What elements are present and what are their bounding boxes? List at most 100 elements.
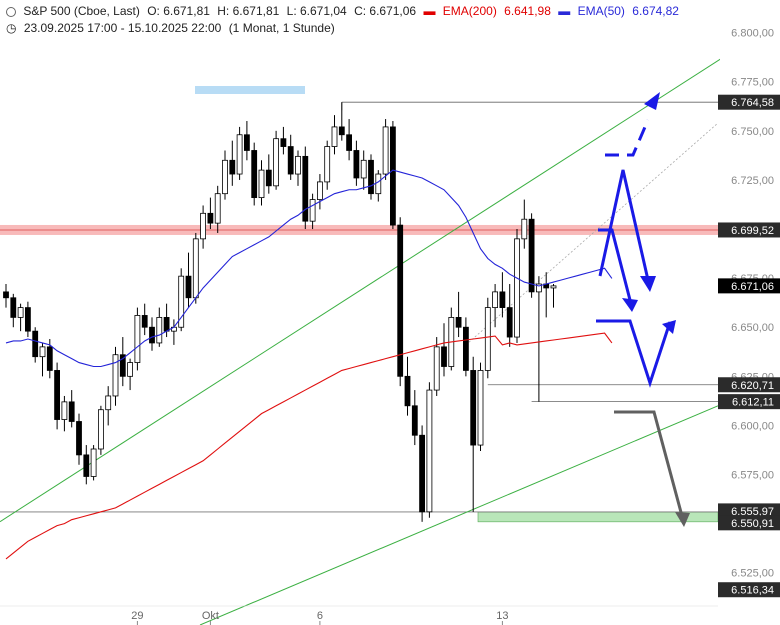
candle-body <box>470 370 477 446</box>
x-tick-label: 6 <box>317 610 323 622</box>
candle-body <box>98 409 104 450</box>
chart-header: S&P 500 (Cboe, Last) O: 6.671,81 H: 6.67… <box>6 4 683 18</box>
candle-body <box>536 283 542 293</box>
forecast-dashed-arrow <box>605 119 650 157</box>
candle-body <box>10 297 17 318</box>
candle-body <box>411 405 418 436</box>
forecast-v-arrowhead <box>662 320 676 334</box>
candle-body <box>316 181 323 200</box>
highlight-marker <box>195 86 305 94</box>
series-line-ema50 <box>5 169 613 368</box>
candle-body <box>68 401 75 422</box>
trendline-lower <box>199 405 719 625</box>
candle-body <box>499 291 506 308</box>
price-label: 6.612,11 <box>732 397 774 409</box>
candle-body <box>90 448 97 477</box>
candle-body <box>163 317 170 332</box>
ema200-legend-line: ▬ <box>423 4 436 18</box>
candle-body <box>105 395 112 411</box>
ohlc-close: C: 6.671,06 <box>354 4 417 18</box>
candle-body <box>295 155 301 175</box>
price-label-box <box>718 278 780 294</box>
symbol-dot-icon <box>6 6 16 17</box>
candle-body <box>462 326 469 371</box>
price-label-box <box>718 582 780 598</box>
forecast-up-down-arrow <box>598 169 650 281</box>
forecast-dashed-arrowhead <box>644 92 660 110</box>
forecast-drop-arrow <box>598 228 632 301</box>
candle-body <box>382 126 389 175</box>
candle-body <box>528 218 535 293</box>
series-line-ema200 <box>5 332 613 560</box>
ohlc-low: L: 6.671,04 <box>286 4 347 18</box>
candle-body <box>389 126 396 226</box>
candle-body <box>141 315 148 328</box>
candle-body <box>222 159 228 195</box>
candle-body <box>353 150 360 179</box>
candle-body <box>185 275 192 299</box>
candle-body <box>404 375 411 407</box>
y-tick-label: 6.750,00 <box>731 126 774 138</box>
candle-body <box>280 138 287 147</box>
candle-body <box>273 138 280 187</box>
forecast-v-arrow <box>596 319 672 388</box>
forecast-drop-arrowhead <box>622 298 638 312</box>
ohlc-high: H: 6.671,81 <box>217 4 280 18</box>
price-label-box <box>718 377 780 393</box>
candle-body <box>360 159 367 179</box>
candle-body <box>368 159 374 195</box>
candle-body <box>251 150 258 199</box>
candle-body <box>302 155 309 222</box>
forecast-gray-arrowhead <box>675 512 690 527</box>
candle-body <box>17 307 24 318</box>
candle-body <box>426 389 433 513</box>
date-range: 23.09.2025 17:00 - 15.10.2025 22:00 <box>23 21 222 35</box>
price-label: 6.671,06 <box>731 281 774 293</box>
candle-body <box>32 330 39 358</box>
candle-body <box>287 146 294 175</box>
chart-subheader: ◷ 23.09.2025 17:00 - 15.10.2025 22:00 (1… <box>6 21 339 35</box>
candle-body <box>149 326 155 344</box>
forecast-gray-arrow <box>614 410 684 517</box>
price-label-box <box>718 515 780 531</box>
price-label-box <box>718 222 780 238</box>
candle-body <box>207 212 214 224</box>
candle-body <box>338 126 345 136</box>
candle-body <box>455 317 462 328</box>
price-axis-bg <box>720 0 780 625</box>
x-tick-label: 13 <box>496 610 508 622</box>
y-tick-label: 6.725,00 <box>731 175 774 187</box>
candle-body <box>346 134 353 151</box>
candle-body <box>433 346 440 391</box>
ema50-label: EMA(50) <box>577 4 625 18</box>
candle-body <box>243 134 250 151</box>
candle-body <box>156 317 163 344</box>
candle-body <box>192 238 199 299</box>
candle-body <box>441 346 447 367</box>
price-label-box <box>718 503 780 519</box>
clock-icon: ◷ <box>6 21 17 35</box>
candle-body <box>54 370 60 420</box>
candle-body <box>550 285 557 289</box>
candle-body <box>236 134 243 175</box>
candle-body <box>521 218 528 240</box>
price-label: 6.516,34 <box>731 585 774 597</box>
x-tick-label: 29 <box>131 610 143 622</box>
forecast-up-down-arrowhead <box>640 276 656 292</box>
candle-body <box>214 193 221 224</box>
candle-body <box>265 169 272 187</box>
candle-body <box>24 307 31 332</box>
y-tick-label: 6.575,00 <box>731 470 774 482</box>
price-label: 6.764,58 <box>731 97 774 109</box>
ohlc-open: O: 6.671,81 <box>147 4 210 18</box>
candle-body <box>229 159 236 175</box>
y-tick-label: 6.525,00 <box>731 568 774 580</box>
candle-body <box>178 275 185 328</box>
y-tick-label: 6.600,00 <box>731 420 774 432</box>
candle-body <box>112 354 119 397</box>
candle-body <box>324 146 331 183</box>
ema50-legend-line: ▬ <box>558 4 571 18</box>
candle-body <box>46 346 53 371</box>
candle-body <box>61 401 68 420</box>
